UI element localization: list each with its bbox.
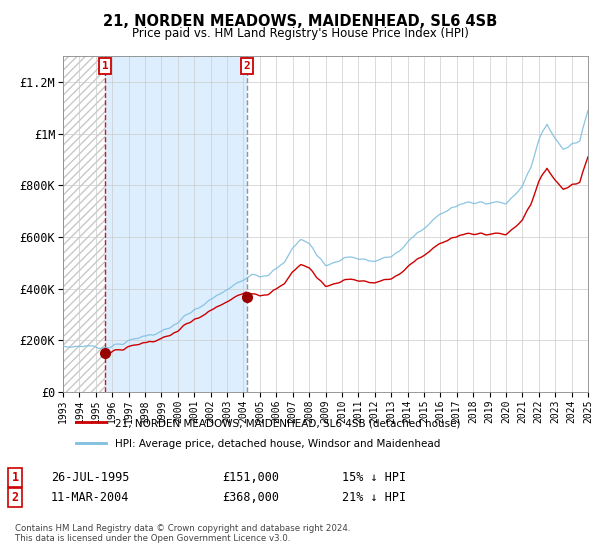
Text: 2: 2 <box>244 61 250 71</box>
Text: 2: 2 <box>11 491 19 504</box>
Text: Contains HM Land Registry data © Crown copyright and database right 2024.
This d: Contains HM Land Registry data © Crown c… <box>15 524 350 543</box>
Text: 11-MAR-2004: 11-MAR-2004 <box>51 491 130 504</box>
Text: 21, NORDEN MEADOWS, MAIDENHEAD, SL6 4SB: 21, NORDEN MEADOWS, MAIDENHEAD, SL6 4SB <box>103 14 497 29</box>
Text: HPI: Average price, detached house, Windsor and Maidenhead: HPI: Average price, detached house, Wind… <box>115 439 440 449</box>
Text: 21% ↓ HPI: 21% ↓ HPI <box>342 491 406 504</box>
Text: Price paid vs. HM Land Registry's House Price Index (HPI): Price paid vs. HM Land Registry's House … <box>131 27 469 40</box>
Text: 15% ↓ HPI: 15% ↓ HPI <box>342 470 406 484</box>
Text: 21, NORDEN MEADOWS, MAIDENHEAD, SL6 4SB (detached house): 21, NORDEN MEADOWS, MAIDENHEAD, SL6 4SB … <box>115 418 460 428</box>
Text: 1: 1 <box>11 470 19 484</box>
Text: £368,000: £368,000 <box>222 491 279 504</box>
Text: 1: 1 <box>102 61 109 71</box>
Text: 26-JUL-1995: 26-JUL-1995 <box>51 470 130 484</box>
Text: £151,000: £151,000 <box>222 470 279 484</box>
